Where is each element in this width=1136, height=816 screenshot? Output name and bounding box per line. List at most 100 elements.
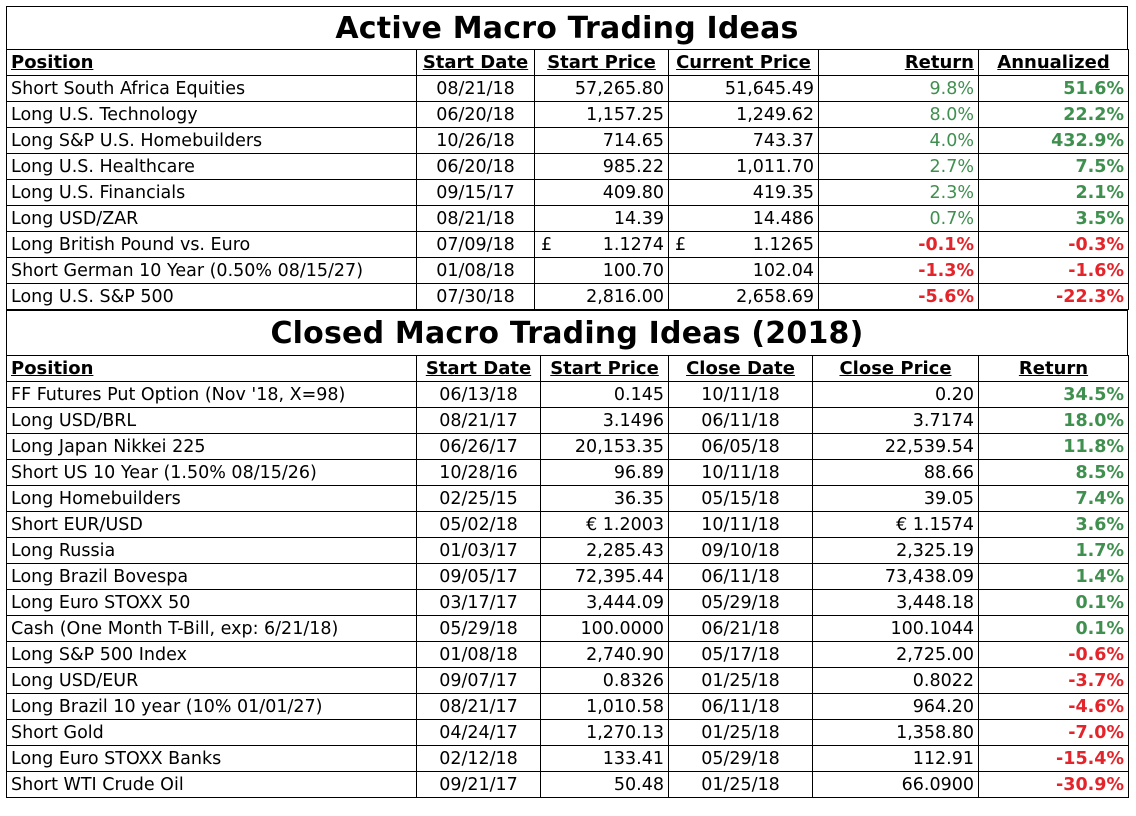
start-price-cell: 3,444.09 [540, 589, 669, 616]
return-cell: -0.6% [978, 641, 1129, 668]
return-cell: -7.0% [978, 719, 1129, 746]
current-price-cell: 1,011.70 [668, 153, 819, 180]
start-date-cell: 02/12/18 [416, 745, 541, 772]
col-header-position: Position [6, 49, 417, 76]
table-row: Short EUR/USD 05/02/18 € 1.2003 10/11/18 € 1… [6, 511, 1129, 538]
position-cell: Cash (One Month T-Bill, exp: 6/21/18) [6, 615, 417, 642]
table-row: Long USD/EUR 09/07/17 0.8326 01/25/18 0.8022… [6, 667, 1129, 694]
close-price-cell: 2,325.19 [812, 537, 979, 564]
close-date-cell: 10/11/18 [668, 381, 813, 408]
close-date-cell: 05/29/18 [668, 589, 813, 616]
return-cell: 3.6% [978, 511, 1129, 538]
start-price-cell: 100.70 [534, 257, 669, 284]
close-date-cell: 10/11/18 [668, 511, 813, 538]
start-date-cell: 09/21/17 [416, 771, 541, 798]
position-cell: Long Brazil 10 year (10% 01/01/27) [6, 693, 417, 720]
position-cell: Short WTI Crude Oil [6, 771, 417, 798]
table-row: Long U.S. S&P 500 07/30/18 2,816.00 2,658.6… [6, 283, 1129, 310]
table-row: Long Russia 01/03/17 2,285.43 09/10/18 2,325… [6, 537, 1129, 564]
current-price-cell: 102.04 [668, 257, 819, 284]
close-date-cell: 05/29/18 [668, 745, 813, 772]
table-row: Cash (One Month T-Bill, exp: 6/21/18) 05/… [6, 615, 1129, 642]
annualized-cell: -1.6% [978, 257, 1129, 284]
position-cell: Short US 10 Year (1.50% 08/15/26) [6, 459, 417, 486]
table-row: Long U.S. Financials 09/15/17 409.80 419.35… [6, 179, 1129, 206]
return-cell: 0.1% [978, 589, 1129, 616]
start-price-cell: 1,157.25 [534, 101, 669, 128]
close-date-cell: 06/11/18 [668, 693, 813, 720]
close-price-cell: 0.8022 [812, 667, 979, 694]
active-section-title: Active Macro Trading Ideas [6, 6, 1128, 49]
return-cell: -1.3% [818, 257, 979, 284]
table-row: Short US 10 Year (1.50% 08/15/26) 10/28/1… [6, 459, 1129, 486]
current-price-cell: 419.35 [668, 179, 819, 206]
table-row: Long S&P 500 Index 01/08/18 2,740.90 05/17/… [6, 641, 1129, 668]
return-cell: -3.7% [978, 667, 1129, 694]
start-date-cell: 05/29/18 [416, 615, 541, 642]
close-price-cell: 3.7174 [812, 407, 979, 434]
close-price-cell: € 1.1574 [812, 511, 979, 538]
position-cell: Long U.S. Technology [6, 101, 417, 128]
close-date-cell: 05/17/18 [668, 641, 813, 668]
start-price-cell: 96.89 [540, 459, 669, 486]
return-cell: 2.7% [818, 153, 979, 180]
closed-section-title: Closed Macro Trading Ideas (2018) [6, 310, 1128, 355]
start-price-cell: 72,395.44 [540, 563, 669, 590]
table-row: Short WTI Crude Oil 09/21/17 50.48 01/25/18… [6, 771, 1129, 798]
current-price-cell: £1.1265 [668, 231, 819, 258]
table-row: Long Homebuilders 02/25/15 36.35 05/15/18 39… [6, 485, 1129, 512]
close-price-cell: 39.05 [812, 485, 979, 512]
return-cell: -0.1% [818, 231, 979, 258]
start-price-cell: 409.80 [534, 179, 669, 206]
position-cell: Long Japan Nikkei 225 [6, 433, 417, 460]
position-cell: Long U.S. Financials [6, 179, 417, 206]
position-cell: Long U.S. S&P 500 [6, 283, 417, 310]
close-date-cell: 01/25/18 [668, 667, 813, 694]
return-cell: 0.7% [818, 205, 979, 232]
table-row: Long British Pound vs. Euro 07/09/18 £1.12… [6, 231, 1129, 258]
col-header-close-price: Close Price [812, 355, 979, 382]
start-date-cell: 01/03/17 [416, 537, 541, 564]
close-price-cell: 22,539.54 [812, 433, 979, 460]
start-price-cell: 714.65 [534, 127, 669, 154]
col-header-current-price: Current Price [668, 49, 819, 76]
close-price-cell: 73,438.09 [812, 563, 979, 590]
position-cell: Long S&P 500 Index [6, 641, 417, 668]
start-date-cell: 04/24/17 [416, 719, 541, 746]
position-cell: FF Futures Put Option (Nov '18, X=98) [6, 381, 417, 408]
annualized-cell: 51.6% [978, 75, 1129, 102]
price-value: 1.1274 [602, 234, 664, 255]
start-price-cell: 2,816.00 [534, 283, 669, 310]
col-header-annualized: Annualized [978, 49, 1129, 76]
start-date-cell: 07/09/18 [416, 231, 535, 258]
current-price-cell: 2,658.69 [668, 283, 819, 310]
start-date-cell: 08/21/17 [416, 407, 541, 434]
current-price-cell: 14.486 [668, 205, 819, 232]
position-cell: Long USD/EUR [6, 667, 417, 694]
closed-ideas-body: FF Futures Put Option (Nov '18, X=98) 06/… [6, 381, 1129, 798]
col-header-start-price: Start Price [540, 355, 669, 382]
start-date-cell: 10/28/16 [416, 459, 541, 486]
annualized-cell: 3.5% [978, 205, 1129, 232]
return-cell: 7.4% [978, 485, 1129, 512]
return-cell: -30.9% [978, 771, 1129, 798]
price-value: 1.1265 [752, 234, 814, 255]
position-cell: Long U.S. Healthcare [6, 153, 417, 180]
start-date-cell: 09/05/17 [416, 563, 541, 590]
return-cell: -4.6% [978, 693, 1129, 720]
annualized-cell: -0.3% [978, 231, 1129, 258]
start-price-cell: 133.41 [540, 745, 669, 772]
start-date-cell: 08/21/18 [416, 205, 535, 232]
position-cell: Long Euro STOXX 50 [6, 589, 417, 616]
table-row: Long U.S. Healthcare 06/20/18 985.22 1,011.… [6, 153, 1129, 180]
closed-header-row: Position Start Date Start Price Close Da… [6, 355, 1129, 382]
close-date-cell: 01/25/18 [668, 719, 813, 746]
return-cell: 8.0% [818, 101, 979, 128]
table-row: Long Euro STOXX 50 03/17/17 3,444.09 05/29/… [6, 589, 1129, 616]
start-price-cell: 20,153.35 [540, 433, 669, 460]
start-date-cell: 10/26/18 [416, 127, 535, 154]
start-date-cell: 02/25/15 [416, 485, 541, 512]
start-date-cell: 05/02/18 [416, 511, 541, 538]
currency-symbol: £ [675, 235, 687, 255]
close-date-cell: 01/25/18 [668, 771, 813, 798]
